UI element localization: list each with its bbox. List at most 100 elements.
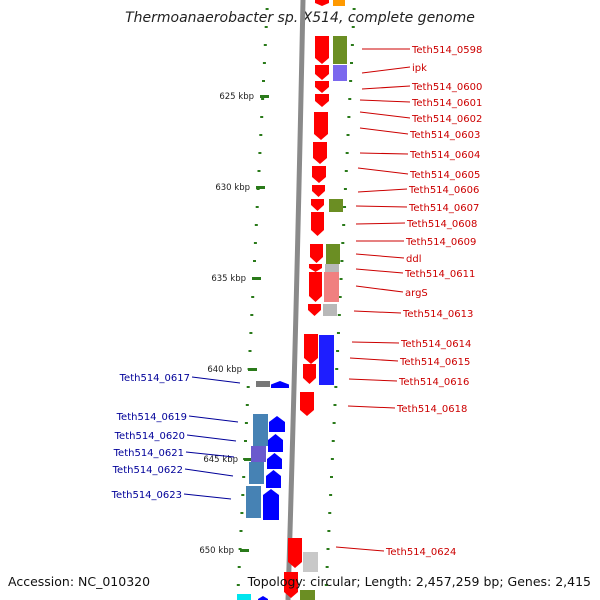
forward-gene-arrow (312, 185, 325, 197)
scale-marks-layer: 625 kbp 630 kbp 635 kbp 640 kbp 645 kbp 650 k… (199, 92, 269, 556)
cog-bar (251, 446, 266, 462)
inner-tick-dot (260, 116, 264, 118)
cog-bar (333, 36, 347, 64)
forward-gene-arrow (304, 334, 318, 364)
cog-bar (246, 486, 261, 518)
inner-tick-dot (244, 440, 247, 442)
forward-gene-arrow (315, 94, 329, 107)
cog-bar (319, 335, 334, 385)
forward-label-leader (359, 99, 411, 103)
inner-tick-dot (264, 26, 268, 28)
backbone-line (285, 0, 306, 600)
reverse-label-leader (184, 468, 234, 477)
outer-tick-dot (343, 188, 347, 190)
forward-gene-label: Teth514_0609 (405, 237, 476, 248)
outer-tick-dot (339, 278, 343, 280)
outer-tick-dot (336, 332, 340, 334)
forward-gene-arrow (310, 244, 323, 263)
outer-tick-dot (343, 206, 347, 208)
outer-tick-dot (333, 404, 337, 406)
forward-label-leader (355, 253, 405, 259)
forward-gene-arrow (288, 538, 302, 568)
forward-label-leader (355, 222, 406, 225)
reverse-gene-arrow (269, 416, 285, 432)
inner-tick-dot (259, 134, 263, 136)
forward-gene-label: Teth514_0603 (409, 130, 480, 141)
forward-gene-arrow (314, 112, 328, 140)
outer-tick-dot (341, 242, 345, 244)
forward-label-leader (359, 152, 409, 155)
outer-tick-dot (328, 512, 332, 514)
inner-tick-dot (254, 224, 258, 226)
outer-tick-dot (340, 260, 344, 262)
inner-tick-dot (245, 404, 249, 406)
cog-bar (237, 594, 251, 600)
reverse-gene-label: Teth514_0622 (112, 465, 183, 476)
inner-tick-dot (240, 512, 244, 514)
outer-tick-dot (329, 476, 333, 478)
forward-label-leader (351, 341, 400, 344)
forward-gene-label: Teth514_0600 (411, 82, 482, 93)
inner-tick-dot (242, 476, 246, 478)
reverse-gene-arrow (268, 434, 283, 452)
forward-gene-label: Teth514_0615 (399, 357, 470, 368)
forward-label-leader (347, 405, 396, 409)
reverse-gene-label: Teth514_0619 (116, 412, 187, 423)
forward-gene-arrow (315, 36, 329, 64)
outer-tick-dot (325, 566, 329, 568)
cog-bar (333, 0, 345, 6)
scale-tick (248, 368, 257, 371)
outer-tick-dot (338, 296, 342, 298)
inner-tick-dot (262, 62, 266, 64)
inner-tick-dot (258, 152, 262, 154)
scale-label: 640 kbp (207, 365, 242, 375)
scale-label: 635 kbp (211, 274, 246, 284)
map-title: Thermoanaerobacter sp. X514, complete ge… (125, 10, 475, 26)
inner-tick-dot (249, 332, 253, 334)
outer-tick-dot (337, 314, 341, 316)
reverse-label-leader (185, 451, 235, 458)
inner-tick-dot (239, 530, 243, 532)
outer-tick-dot (348, 98, 352, 100)
cog-bar (303, 552, 318, 572)
forward-gene-arrow (309, 264, 322, 272)
forward-gene-arrow (315, 81, 329, 93)
cog-bars-layer (237, 0, 347, 600)
inner-tick-dot (257, 170, 261, 172)
forward-gene-arrow (315, 0, 329, 6)
forward-label-leader (355, 285, 404, 293)
outer-tick-dot (350, 44, 354, 46)
inner-tick-dot (241, 494, 245, 496)
inner-tick-dot (237, 566, 241, 568)
outer-tick-dot (347, 116, 351, 118)
inner-tick-dot (251, 296, 255, 298)
outer-tick-dot (336, 350, 340, 352)
forward-gene-label: ddl (406, 254, 421, 265)
forward-gene-arrow (315, 65, 329, 80)
forward-label-leader (361, 66, 411, 74)
forward-gene-label: Teth514_0624 (385, 547, 456, 558)
outer-tick-dot (344, 170, 348, 172)
forward-gene-arrow (303, 364, 316, 384)
reverse-label-leader (183, 493, 232, 500)
forward-label-leader (357, 167, 409, 175)
cog-bar (249, 462, 264, 484)
accession-text: Accession: NC_010320 (8, 574, 151, 589)
outer-tick-dot (335, 368, 339, 370)
forward-gene-label: Teth514_0601 (411, 98, 482, 109)
reverse-gene-label: Teth514_0621 (113, 448, 184, 459)
forward-label-leader (355, 205, 408, 208)
forward-gene-arrow (311, 199, 324, 211)
forward-gene-label: Teth514_0602 (411, 114, 482, 125)
cog-bar (329, 199, 343, 212)
reverse-gene-arrow (267, 453, 282, 469)
inner-tick-dot (250, 314, 254, 316)
forward-gene-arrow (308, 304, 321, 316)
cog-bar (323, 304, 337, 316)
inner-tick-dot (248, 350, 252, 352)
inner-tick-dot (263, 44, 267, 46)
forward-label-leader (361, 85, 411, 90)
forward-gene-label: Teth514_0605 (409, 170, 480, 181)
outer-tick-dot (332, 422, 336, 424)
